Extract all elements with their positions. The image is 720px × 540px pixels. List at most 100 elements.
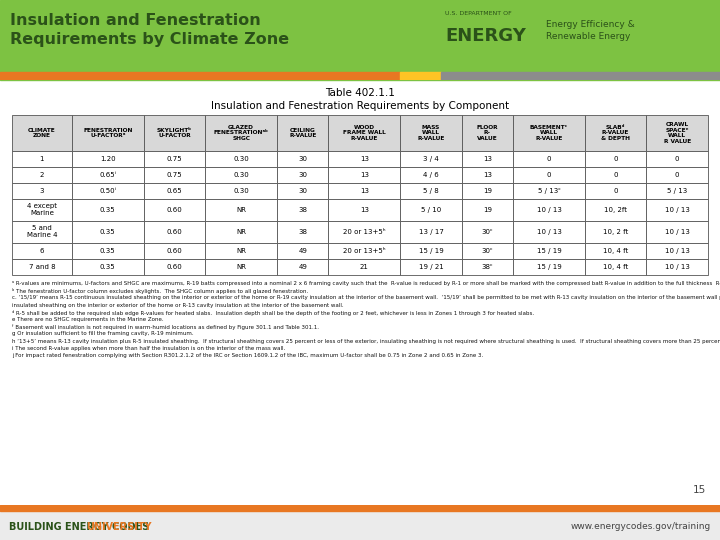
Text: 5 / 8: 5 / 8 <box>423 188 439 194</box>
Bar <box>72 167 144 183</box>
Bar <box>72 243 144 259</box>
Text: 13: 13 <box>483 172 492 178</box>
Text: 10 / 13: 10 / 13 <box>665 229 690 235</box>
Bar <box>144 221 205 243</box>
Text: 15 / 19: 15 / 19 <box>536 264 562 270</box>
Text: BUILDING ENERGY CODES: BUILDING ENERGY CODES <box>9 522 152 532</box>
Bar <box>12 183 72 199</box>
Text: BASEMENTᶜ
WALL
R-VALUE: BASEMENTᶜ WALL R-VALUE <box>530 125 568 141</box>
Bar <box>205 151 277 167</box>
Text: 0.35: 0.35 <box>100 229 116 235</box>
Text: UNIVERSITY: UNIVERSITY <box>86 522 151 532</box>
Bar <box>400 167 462 183</box>
Bar <box>513 151 585 167</box>
Bar <box>647 259 708 275</box>
Bar <box>205 183 277 199</box>
Bar <box>400 221 462 243</box>
Text: SLABᵈ
R-VALUE
& DEPTH: SLABᵈ R-VALUE & DEPTH <box>601 125 630 141</box>
Text: 10 / 13: 10 / 13 <box>536 207 562 213</box>
Text: 5 / 13ᶜ: 5 / 13ᶜ <box>538 188 560 194</box>
Text: 0.35: 0.35 <box>100 248 116 254</box>
Bar <box>12 221 72 243</box>
Text: GLAZED
FENESTRATIONᵃᵇ
SHGC: GLAZED FENESTRATIONᵃᵇ SHGC <box>214 125 269 141</box>
Text: 15 / 19: 15 / 19 <box>536 248 562 254</box>
Text: 30: 30 <box>298 172 307 178</box>
Bar <box>513 259 585 275</box>
Bar <box>513 221 585 243</box>
Text: 13: 13 <box>360 172 369 178</box>
Text: 4 / 6: 4 / 6 <box>423 172 439 178</box>
Text: g Or insulation sufficient to fill the framing cavity, R-19 minimum.: g Or insulation sufficient to fill the f… <box>12 332 194 336</box>
Bar <box>585 167 647 183</box>
Bar <box>0 72 400 80</box>
Text: 0.30: 0.30 <box>233 188 249 194</box>
Text: Insulation and Fenestration
Requirements by Climate Zone: Insulation and Fenestration Requirements… <box>10 14 289 48</box>
Bar <box>462 151 513 167</box>
Bar <box>205 115 277 151</box>
Bar <box>462 183 513 199</box>
Text: 49: 49 <box>298 264 307 270</box>
Bar <box>513 183 585 199</box>
Text: Table 402.1.1: Table 402.1.1 <box>325 88 395 98</box>
Text: 3: 3 <box>40 188 44 194</box>
Bar <box>277 167 328 183</box>
Bar <box>72 221 144 243</box>
Bar <box>144 199 205 221</box>
Text: U.S. DEPARTMENT OF: U.S. DEPARTMENT OF <box>445 11 512 16</box>
Bar <box>462 115 513 151</box>
Text: 20 or 13+5ʰ: 20 or 13+5ʰ <box>343 248 386 254</box>
Text: 2: 2 <box>40 172 44 178</box>
Text: 13: 13 <box>360 156 369 162</box>
Bar <box>441 72 720 80</box>
Bar <box>462 199 513 221</box>
Bar <box>647 221 708 243</box>
Text: 10 / 13: 10 / 13 <box>536 229 562 235</box>
Bar <box>585 151 647 167</box>
Text: 1: 1 <box>40 156 44 162</box>
Text: 0.65: 0.65 <box>166 188 182 194</box>
Bar <box>328 221 400 243</box>
Text: 0.50ⁱ: 0.50ⁱ <box>99 188 116 194</box>
Bar <box>328 259 400 275</box>
Text: 7 and 8: 7 and 8 <box>29 264 55 270</box>
Text: 0.30: 0.30 <box>233 156 249 162</box>
Text: 10 / 13: 10 / 13 <box>665 264 690 270</box>
Bar <box>400 199 462 221</box>
Bar <box>72 183 144 199</box>
Bar <box>585 199 647 221</box>
Text: 5 / 10: 5 / 10 <box>421 207 441 213</box>
Text: j For impact rated fenestration complying with Section R301.2.1.2 of the IRC or : j For impact rated fenestration complyin… <box>12 353 483 358</box>
Bar <box>144 243 205 259</box>
Text: 0: 0 <box>675 156 680 162</box>
Bar <box>585 183 647 199</box>
Text: 0.75: 0.75 <box>166 156 182 162</box>
Bar <box>205 167 277 183</box>
Text: FENESTRATION
U-FACTORᵃ: FENESTRATION U-FACTORᵃ <box>83 127 132 138</box>
Text: 0: 0 <box>546 156 552 162</box>
Text: 1.20: 1.20 <box>100 156 116 162</box>
Bar <box>647 151 708 167</box>
Text: 20 or 13+5ʰ: 20 or 13+5ʰ <box>343 229 386 235</box>
Bar <box>462 259 513 275</box>
Text: 0.35: 0.35 <box>100 207 116 213</box>
Bar <box>72 115 144 151</box>
Text: 38: 38 <box>298 229 307 235</box>
Text: 30ᶜ: 30ᶜ <box>482 248 493 254</box>
Bar <box>400 183 462 199</box>
Text: c. ‘15/19’ means R-15 continuous insulated sheathing on the interior or exterior: c. ‘15/19’ means R-15 continuous insulat… <box>12 295 720 300</box>
Bar <box>513 115 585 151</box>
Text: 10 / 13: 10 / 13 <box>665 248 690 254</box>
Bar <box>328 183 400 199</box>
Text: ᵈ R-5 shall be added to the required slab edge R-values for heated slabs.  Insul: ᵈ R-5 shall be added to the required sla… <box>12 310 534 316</box>
Bar <box>328 167 400 183</box>
Bar <box>462 243 513 259</box>
Bar <box>144 167 205 183</box>
Text: 10, 2 ft: 10, 2 ft <box>603 229 629 235</box>
Text: 30: 30 <box>298 156 307 162</box>
Text: CRAWL
SPACEᵉ
WALL
R VALUE: CRAWL SPACEᵉ WALL R VALUE <box>664 122 691 144</box>
Bar <box>400 151 462 167</box>
Text: 19 / 21: 19 / 21 <box>418 264 444 270</box>
Bar <box>144 183 205 199</box>
Text: 0.60: 0.60 <box>166 207 182 213</box>
Bar <box>585 243 647 259</box>
